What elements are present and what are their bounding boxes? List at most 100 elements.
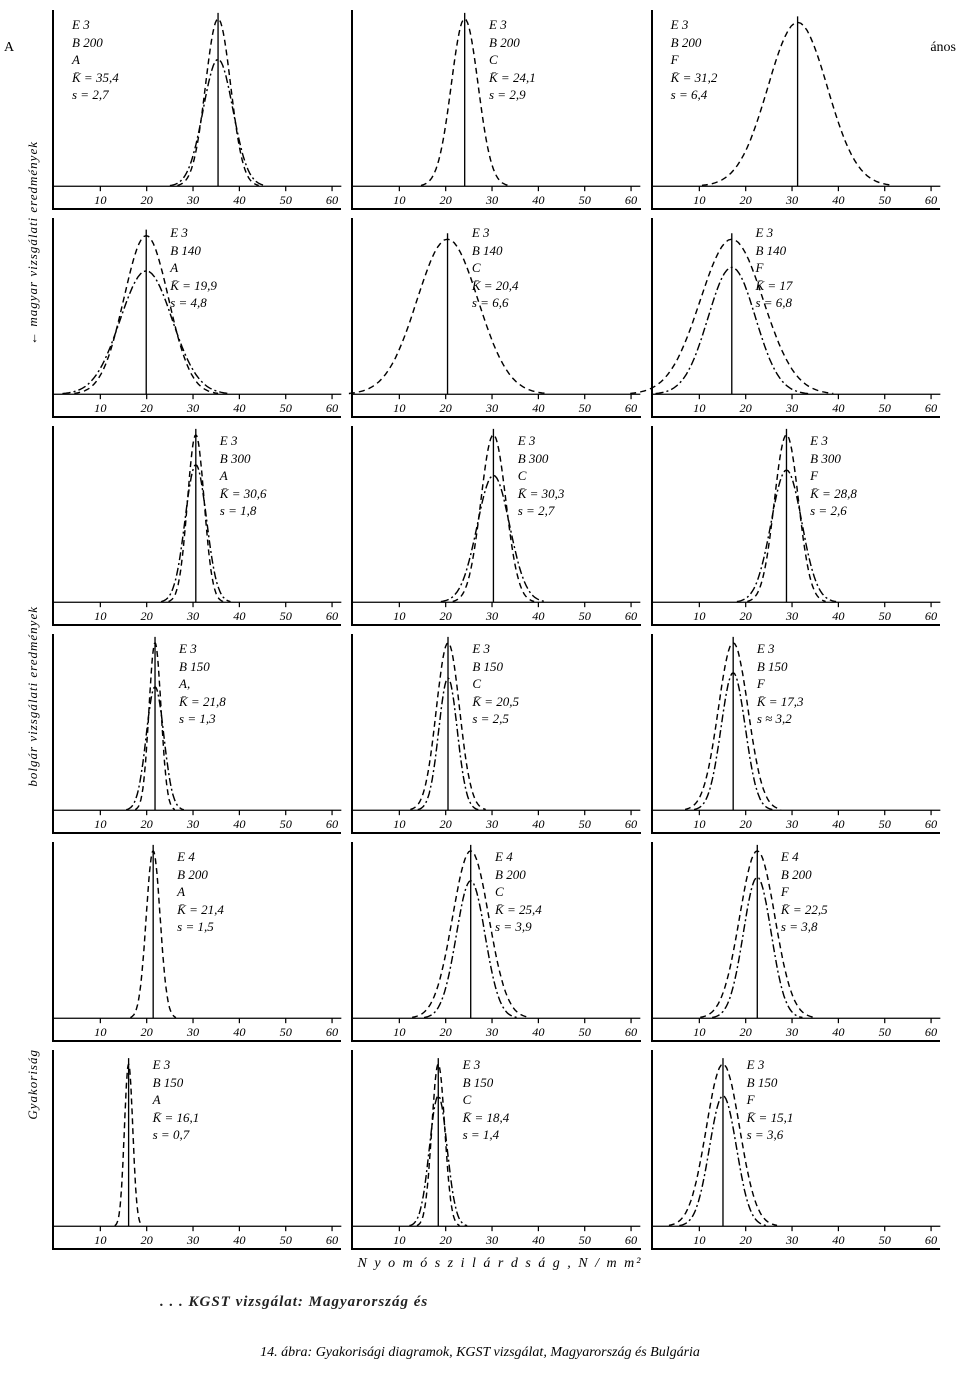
x-tick-label: 20 bbox=[739, 817, 751, 831]
panel-annotation: E 3 B 150 A K̄ = 16,1 s = 0,7 bbox=[153, 1056, 200, 1144]
x-tick-label: 10 bbox=[94, 609, 106, 623]
x-tick-label: 10 bbox=[693, 1025, 705, 1039]
chart-panel-r5-c1: 102030405060E 3 B 150 C K̄ = 18,4 s = 1,… bbox=[351, 1050, 640, 1250]
x-tick-label: 20 bbox=[440, 1233, 452, 1247]
x-tick-label: 50 bbox=[878, 401, 890, 415]
cropped-text-row: . . . KGST vizsgálat: Magyarország és bbox=[160, 1294, 940, 1311]
x-tick-label: 60 bbox=[925, 817, 937, 831]
x-tick-label: 60 bbox=[925, 401, 937, 415]
panel-annotation: E 3 B 150 A, K̄ = 21,8 s = 1,3 bbox=[179, 640, 226, 728]
x-tick-label: 60 bbox=[625, 193, 637, 207]
chart-panel-r1-c2: 10 20 30 40 50 60 E 3 B 140 F K̄ = 17 s = 6,8 bbox=[651, 218, 940, 418]
x-tick-label: 60 bbox=[925, 1233, 937, 1247]
chart-panel-r0-c1: 102030405060E 3 B 200 C K̄ = 24,1 s = 2,… bbox=[351, 10, 640, 210]
x-tick-label: 30 bbox=[186, 609, 199, 623]
x-tick-label: 30 bbox=[186, 1025, 199, 1039]
x-tick-label: 20 bbox=[440, 1025, 452, 1039]
chart-panel-r3-c0: 102030405060E 3 B 150 A, K̄ = 21,8 s = 1… bbox=[52, 634, 341, 834]
x-tick-label: 40 bbox=[832, 817, 844, 831]
panel-annotation: E 4 B 200 F K̄ = 22,5 s = 3,8 bbox=[781, 848, 828, 936]
x-tick-label: 50 bbox=[878, 193, 890, 207]
x-tick-label: 50 bbox=[579, 1233, 591, 1247]
panel-annotation: E 3 B 150 C K̄ = 18,4 s = 1,4 bbox=[463, 1056, 510, 1144]
ylabel-hungarian: ← magyar vizsgálati eredmények bbox=[25, 141, 41, 345]
chart-panel-r2-c1: 102030405060E 3 B 300 C K̄ = 30,3 s = 2,… bbox=[351, 426, 640, 626]
x-tick-label: 30 bbox=[485, 193, 498, 207]
x-tick-label: 10 bbox=[394, 193, 406, 207]
x-tick-label: 40 bbox=[832, 193, 844, 207]
x-tick-label: 20 bbox=[141, 1233, 153, 1247]
x-tick-label: 20 bbox=[141, 817, 153, 831]
x-tick-label: 50 bbox=[579, 817, 591, 831]
x-tick-label: 40 bbox=[533, 1233, 545, 1247]
x-tick-label: 20 bbox=[739, 401, 751, 415]
x-tick-label: 60 bbox=[625, 1233, 637, 1247]
x-tick-label: 40 bbox=[832, 401, 844, 415]
chart-panel-r1-c0: 102030405060E 3 B 140 A K̄ = 19,9 s = 4,… bbox=[52, 218, 341, 418]
x-tick-label: 30 bbox=[186, 817, 199, 831]
x-tick-label: 40 bbox=[533, 401, 545, 415]
x-tick-label: 50 bbox=[878, 1233, 890, 1247]
x-tick-label: 10 bbox=[94, 401, 106, 415]
x-tick-label: 60 bbox=[326, 401, 338, 415]
figure-container: ← magyar vizsgálati eredmények bolgár vi… bbox=[20, 10, 940, 1250]
x-tick-label: 30 bbox=[186, 401, 199, 415]
x-tick-label: 60 bbox=[625, 817, 637, 831]
x-tick-label: 40 bbox=[832, 1233, 844, 1247]
x-tick-label: 30 bbox=[485, 1025, 498, 1039]
x-tick-label: 10 bbox=[394, 1233, 406, 1247]
x-tick-label: 60 bbox=[625, 1025, 637, 1039]
chart-panel-r0-c2: 102030405060E 3 B 200 F K̄ = 31,2 s = 6,… bbox=[651, 10, 940, 210]
x-tick-label: 60 bbox=[326, 193, 338, 207]
x-tick-label: 40 bbox=[533, 193, 545, 207]
x-tick-label: 50 bbox=[280, 1233, 292, 1247]
x-tick-label: 50 bbox=[280, 609, 292, 623]
x-tick-label: 60 bbox=[326, 609, 338, 623]
x-tick-label: 50 bbox=[579, 1025, 591, 1039]
panel-annotation: E 3 B 150 F K̄ = 17,3 s ≈ 3,2 bbox=[757, 640, 804, 728]
chart-panel-r1-c1: 102030405060E 3 B 140 C K̄ = 20,4 s = 6,… bbox=[351, 218, 640, 418]
chart-panel-r4-c1: 102030405060E 4 B 200 C K̄ = 25,4 s = 3,… bbox=[351, 842, 640, 1042]
x-tick-label: 40 bbox=[233, 1233, 245, 1247]
panel-annotation: E 3 B 150 C K̄ = 20,5 s = 2,5 bbox=[472, 640, 519, 728]
x-tick-label: 40 bbox=[233, 1025, 245, 1039]
panel-annotation: E 3 B 300 F K̄ = 28,8 s = 2,6 bbox=[810, 432, 857, 520]
x-tick-label: 30 bbox=[785, 1025, 798, 1039]
x-tick-label: 50 bbox=[579, 609, 591, 623]
chart-panel-r5-c0: 102030405060E 3 B 150 A K̄ = 16,1 s = 0,… bbox=[52, 1050, 341, 1250]
panel-annotation: E 3 B 140 F K̄ = 17 s = 6,8 bbox=[755, 224, 792, 312]
ylabel-bulgarian: bolgár vizsgálati eredmények bbox=[25, 606, 41, 787]
x-tick-label: 30 bbox=[785, 401, 798, 415]
x-tick-label: 10 bbox=[94, 193, 106, 207]
x-tick-label: 60 bbox=[625, 609, 637, 623]
x-tick-label: 10 bbox=[94, 1233, 106, 1247]
chart-panel-r0-c0: 102030405060E 3 B 200 A K̄ = 35,4 s = 2,… bbox=[52, 10, 341, 210]
x-tick-label: 30 bbox=[785, 817, 798, 831]
chart-panel-r2-c0: 102030405060E 3 B 300 A K̄ = 30,6 s = 1,… bbox=[52, 426, 341, 626]
x-tick-label: 10 bbox=[394, 1025, 406, 1039]
x-tick-label: 10 bbox=[94, 817, 106, 831]
chart-panel-r4-c2: 102030405060E 4 B 200 F K̄ = 22,5 s = 3,… bbox=[651, 842, 940, 1042]
panel-annotation: E 4 B 200 A K̄ = 21,4 s = 1,5 bbox=[177, 848, 224, 936]
panel-annotation: E 3 B 200 C K̄ = 24,1 s = 2,9 bbox=[489, 16, 536, 104]
panel-annotation: E 4 B 200 C K̄ = 25,4 s = 3,9 bbox=[495, 848, 542, 936]
panel-annotation: E 3 B 200 F K̄ = 31,2 s = 6,4 bbox=[671, 16, 718, 104]
x-tick-label: 30 bbox=[485, 401, 498, 415]
x-tick-label: 60 bbox=[925, 1025, 937, 1039]
stray-left-text: A bbox=[4, 40, 14, 56]
x-tick-label: 10 bbox=[693, 401, 705, 415]
x-tick-label: 30 bbox=[785, 1233, 798, 1247]
x-tick-label: 50 bbox=[579, 193, 591, 207]
chart-panel-r5-c2: 102030405060E 3 B 150 F K̄ = 15,1 s = 3,… bbox=[651, 1050, 940, 1250]
x-tick-label: 50 bbox=[579, 401, 591, 415]
x-tick-label: 20 bbox=[141, 401, 153, 415]
chart-panel-r4-c0: 102030405060E 4 B 200 A K̄ = 21,4 s = 1,… bbox=[52, 842, 341, 1042]
panel-annotation: E 3 B 140 C K̄ = 20,4 s = 6,6 bbox=[472, 224, 519, 312]
x-tick-label: 30 bbox=[186, 193, 199, 207]
x-tick-label: 50 bbox=[280, 817, 292, 831]
x-tick-label: 30 bbox=[785, 609, 798, 623]
x-tick-label: 10 bbox=[693, 1233, 705, 1247]
x-tick-label: 40 bbox=[233, 193, 245, 207]
x-tick-label: 50 bbox=[878, 817, 890, 831]
x-tick-label: 60 bbox=[326, 817, 338, 831]
